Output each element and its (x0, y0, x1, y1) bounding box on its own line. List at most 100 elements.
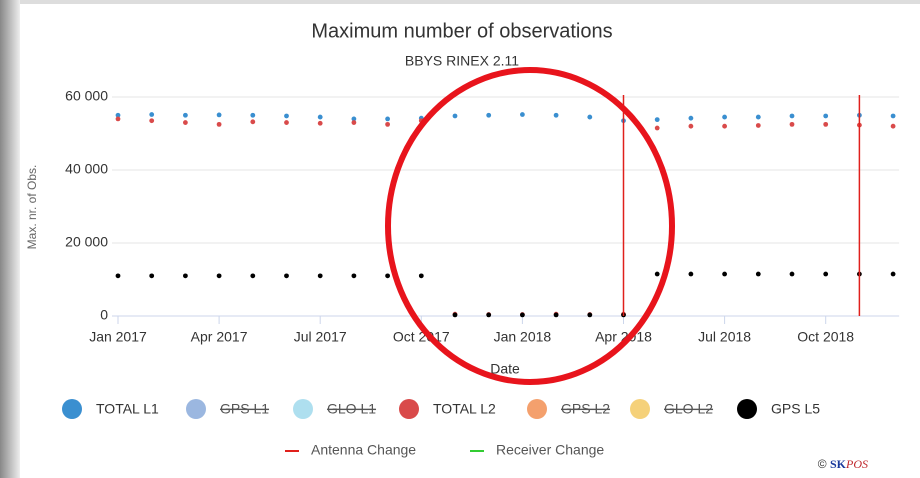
legend-label: TOTAL L2 (433, 401, 496, 417)
legend-label: GLO L2 (664, 401, 713, 417)
data-point (553, 112, 559, 118)
x-tick-label: Jan 2018 (494, 329, 552, 345)
data-point (688, 271, 694, 277)
legend-symbol (186, 399, 206, 419)
data-point (755, 114, 761, 120)
legend-label: GLO L1 (327, 401, 376, 417)
data-point (418, 273, 424, 279)
data-point (520, 312, 525, 318)
data-point (216, 112, 222, 118)
data-point (587, 114, 593, 120)
legend-symbol (293, 399, 313, 419)
x-tick-label: Apr 2017 (191, 329, 248, 345)
data-point (890, 123, 896, 129)
legend-symbol (527, 399, 547, 419)
data-point (216, 121, 222, 127)
legend-label: Receiver Change (496, 442, 604, 458)
data-point (722, 123, 727, 129)
data-point (149, 118, 155, 124)
data-point (183, 112, 188, 118)
legend-label: GPS L1 (220, 401, 269, 417)
data-point (317, 120, 323, 126)
chart-title: Maximum number of observations (311, 20, 612, 42)
data-point (385, 273, 390, 279)
data-point (823, 271, 829, 277)
data-point (250, 112, 256, 118)
y-tick-label: 40 000 (65, 161, 108, 177)
data-point (587, 312, 593, 318)
data-point (385, 121, 390, 127)
data-point (115, 112, 121, 118)
y-tick-label: 20 000 (65, 234, 108, 250)
x-tick-label: Jul 2018 (698, 329, 751, 345)
legend-symbol (399, 399, 419, 419)
x-tick-label: Oct 2018 (797, 329, 854, 345)
x-tick-label: Jan 2017 (89, 329, 147, 345)
data-point (722, 271, 727, 277)
data-point (115, 116, 121, 122)
data-point (351, 273, 357, 279)
data-point (317, 273, 323, 279)
data-point (115, 273, 121, 279)
legend-label: GPS L2 (561, 401, 610, 417)
data-point (520, 112, 525, 117)
data-point (216, 273, 222, 279)
x-axis-label: Date (490, 361, 520, 377)
left-border (0, 0, 20, 478)
credit: © SKPOS (818, 457, 868, 471)
data-point (654, 117, 660, 123)
data-point (890, 271, 896, 277)
x-tick-label: Jul 2017 (294, 329, 347, 345)
data-point (789, 121, 795, 127)
chart-subtitle: BBYS RINEX 2.11 (405, 53, 519, 69)
data-point (789, 113, 795, 119)
data-point (722, 114, 727, 120)
data-point (755, 271, 761, 277)
legend-label: GPS L5 (771, 401, 820, 417)
data-point (284, 120, 289, 125)
legend-label: TOTAL L1 (96, 401, 159, 417)
y-axis-label: Max. nr. of Obs. (25, 165, 39, 250)
legend-symbol (737, 399, 757, 419)
data-point (317, 114, 323, 120)
data-point (149, 273, 155, 279)
data-point (688, 115, 694, 121)
credit-brand: SK (830, 457, 847, 471)
data-point (284, 113, 289, 119)
y-tick-label: 60 000 (65, 88, 108, 104)
data-point (452, 312, 458, 318)
legend-symbol (630, 399, 650, 419)
plot-area: 0 20 000 40 000 60 000 Jan 2017 Apr 2017 Jul 2… (62, 88, 900, 458)
data-point (823, 113, 829, 119)
legend-label: Antenna Change (311, 442, 416, 458)
data-point (250, 119, 256, 125)
data-point (890, 113, 896, 119)
data-point (183, 120, 188, 125)
data-point (385, 116, 390, 122)
data-point (654, 271, 660, 277)
legend-symbol (62, 399, 82, 419)
data-point (250, 273, 256, 279)
data-point (452, 113, 458, 119)
y-tick-label: 0 (100, 307, 108, 323)
data-point (284, 273, 289, 279)
x-tick-label: Apr 2018 (595, 329, 652, 345)
credit-prefix: © (818, 457, 827, 471)
top-border (0, 0, 920, 4)
data-point (486, 312, 492, 318)
data-point (789, 271, 795, 277)
data-point (553, 312, 559, 318)
highlight-circle (385, 67, 675, 385)
data-point (823, 121, 829, 127)
data-point (688, 123, 694, 129)
data-point (755, 123, 761, 128)
data-point (351, 120, 357, 125)
data-point (183, 273, 188, 279)
data-point (149, 112, 155, 117)
data-point (486, 112, 492, 118)
data-point (351, 116, 357, 122)
credit-rest: POS (845, 457, 868, 471)
data-point (654, 125, 660, 131)
